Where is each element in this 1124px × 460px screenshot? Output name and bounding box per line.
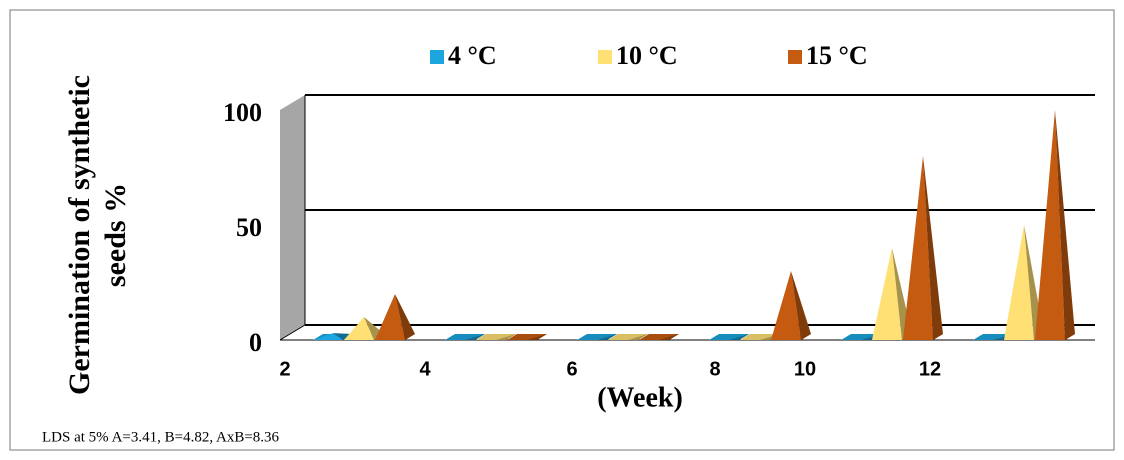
pyramid-side	[465, 334, 485, 340]
pyramid-side	[395, 294, 415, 340]
pyramid-front	[313, 333, 343, 340]
frame	[9, 9, 1115, 451]
y-tick-label: 0	[249, 328, 262, 357]
pyramid-side	[496, 334, 516, 340]
legend-swatch	[788, 50, 802, 64]
x-tick-label: 6	[566, 358, 577, 380]
x-tick-label: 8	[709, 358, 720, 380]
x-tick-label: 10	[794, 358, 816, 380]
y-tick-label: 100	[223, 98, 262, 127]
legend-label: 15 °C	[806, 41, 868, 70]
pyramid-side	[527, 334, 547, 340]
x-axis-label: (Week)	[597, 382, 683, 413]
y-axis-label: Germination of synthetic	[63, 75, 96, 395]
x-tick-label: 4	[419, 358, 431, 380]
pyramid-side	[659, 334, 679, 340]
pyramid-side	[923, 156, 943, 340]
note: LDS at 5% A=3.41, B=4.82, AxB=8.36	[42, 429, 280, 445]
legend-swatch	[430, 50, 444, 64]
pyramid-side	[1055, 110, 1075, 340]
pyramid-side	[628, 334, 648, 340]
pyramid-side	[597, 334, 617, 340]
y-tick-label: 50	[236, 213, 262, 242]
legend-label: 10 °C	[616, 41, 678, 70]
legend-swatch	[598, 50, 612, 64]
y-axis-label: seeds %	[99, 183, 132, 287]
floor-edge	[279, 324, 306, 341]
x-tick-label: 12	[919, 358, 941, 380]
side-wall	[280, 95, 305, 340]
pyramid-side	[729, 334, 749, 340]
pyramid-side	[791, 271, 811, 340]
legend-label: 4 °C	[448, 41, 497, 70]
x-tick-label: 2	[279, 358, 290, 380]
pyramid-side	[333, 333, 353, 340]
